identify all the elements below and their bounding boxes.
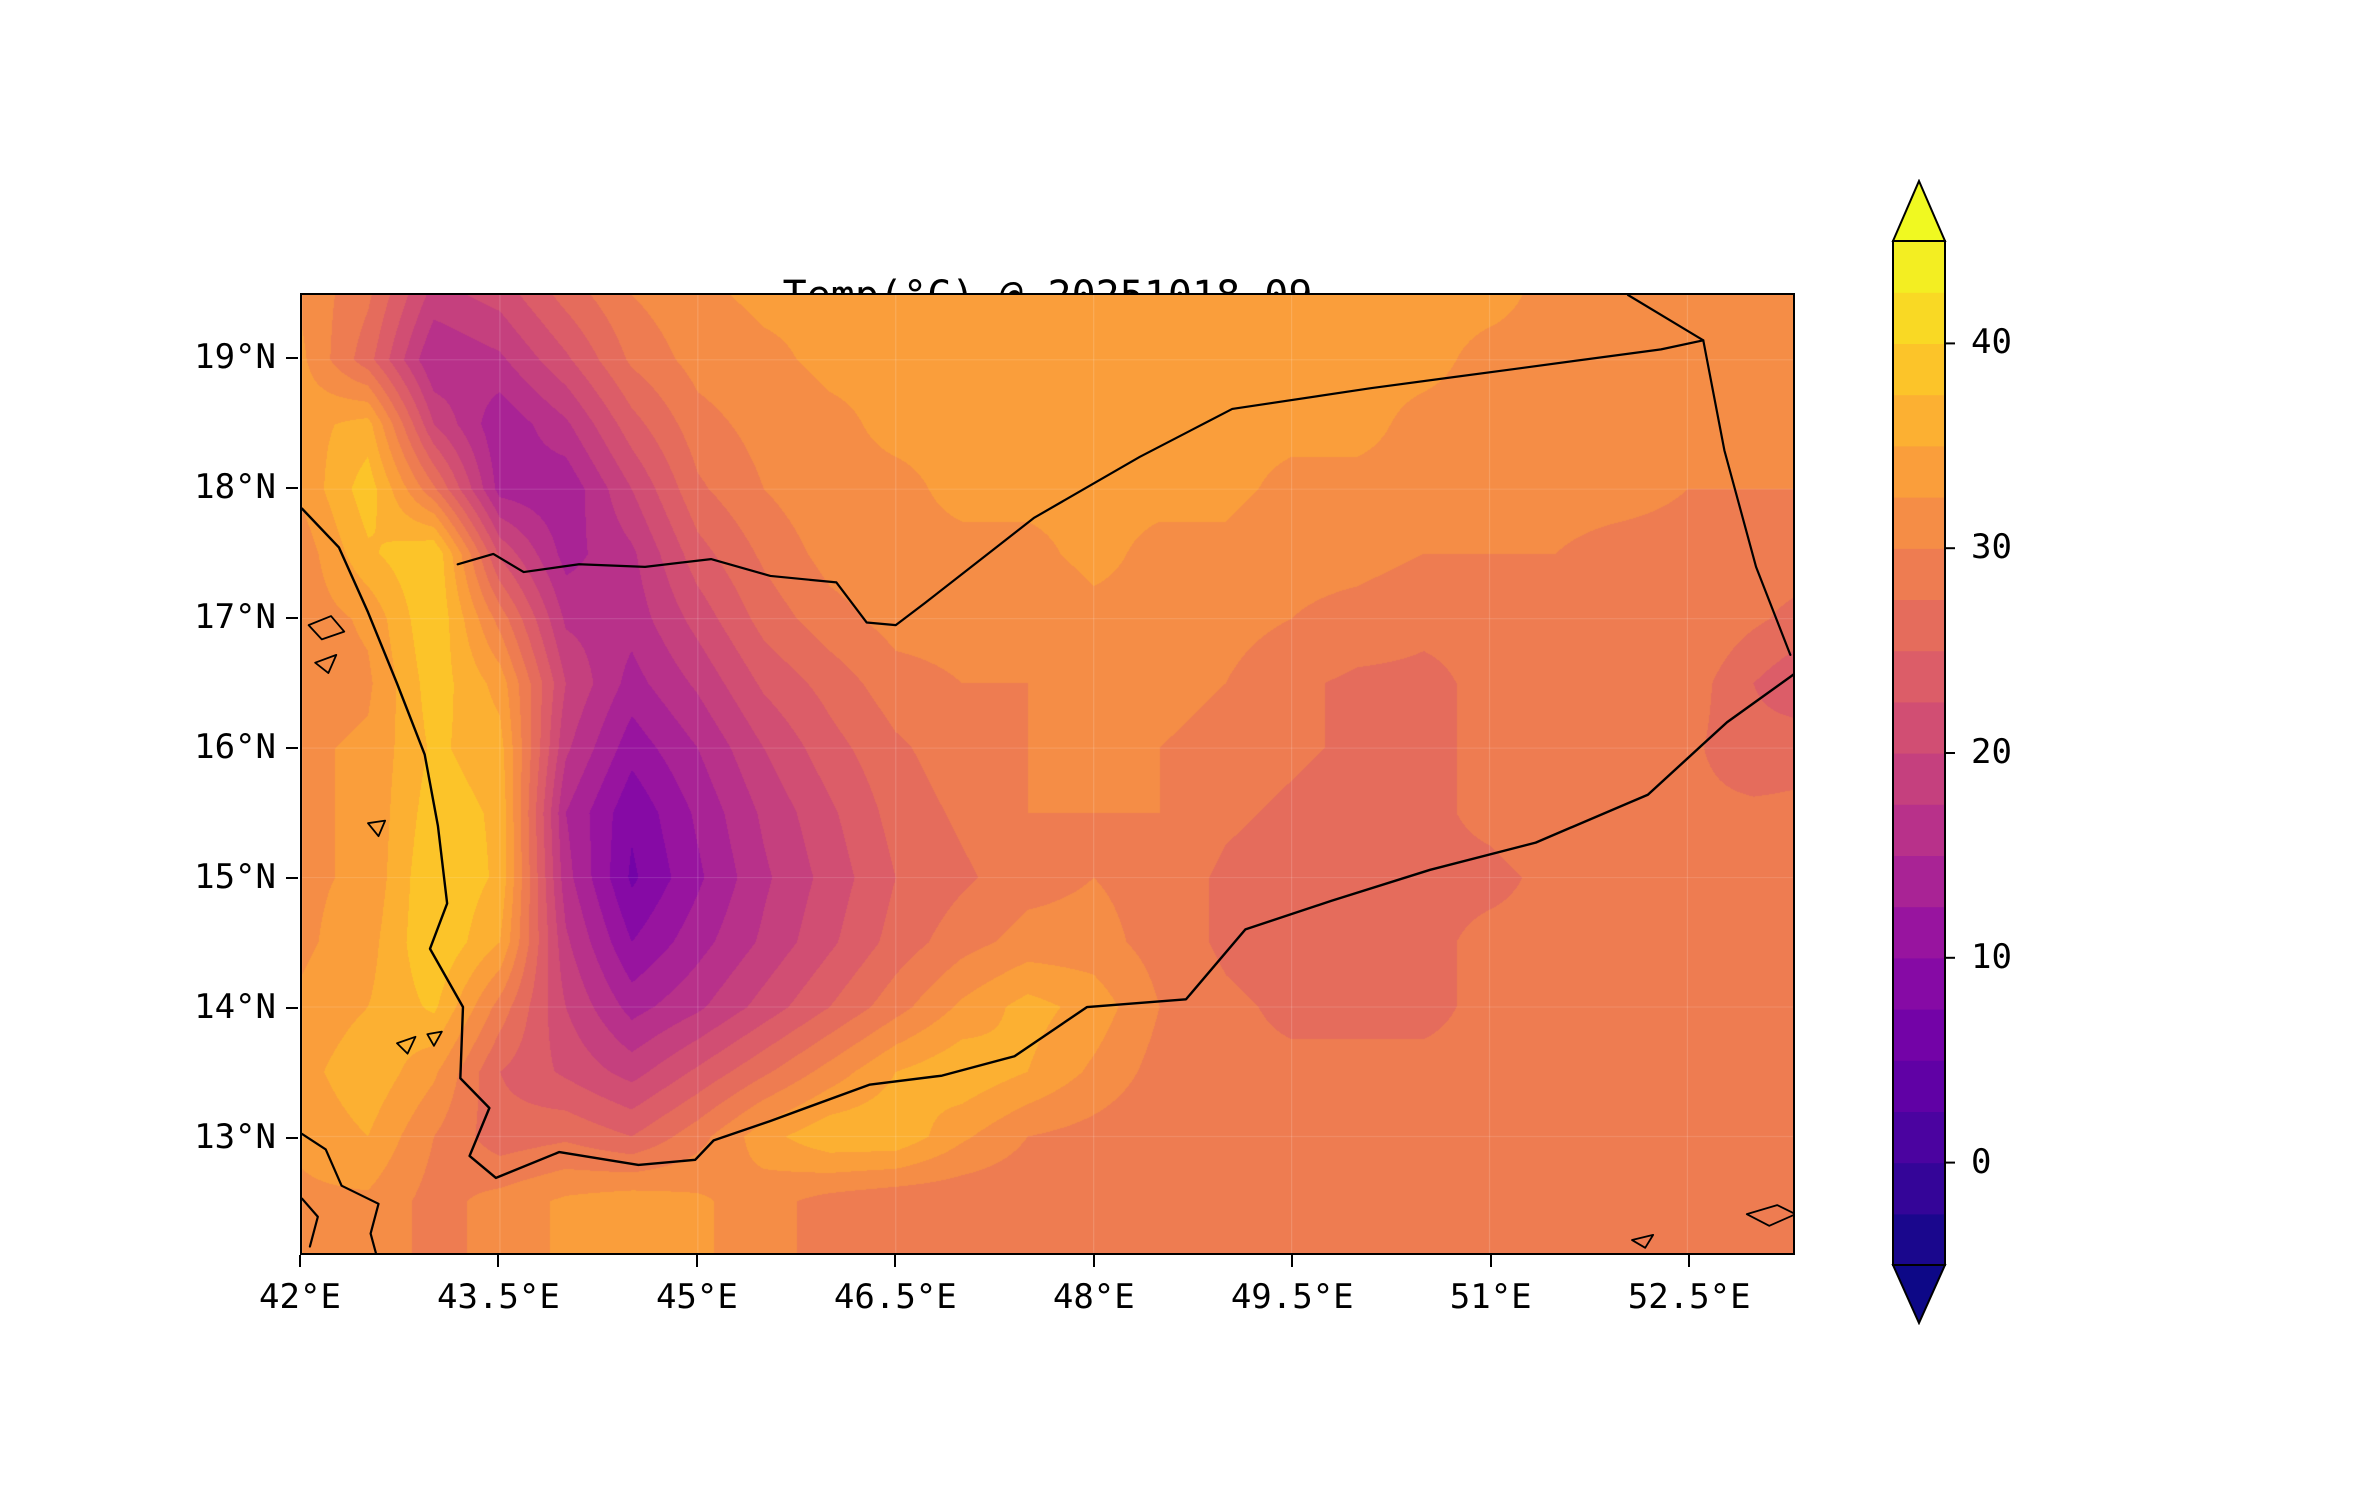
colorbar-tick-label: 20 — [1971, 732, 2012, 772]
x-tick-label: 42°E — [259, 1277, 341, 1317]
colorbar-bands-group — [1893, 241, 1945, 1266]
islands-path — [309, 616, 1793, 1248]
y-axis-tick — [286, 1137, 298, 1139]
x-tick-label: 45°E — [655, 1277, 738, 1317]
y-tick-label: 18°N — [194, 467, 276, 507]
colorbar-band — [1893, 548, 1945, 600]
colorbar-band — [1893, 753, 1945, 805]
x-tick-label: 48°E — [1052, 1277, 1135, 1317]
colorbar-band — [1893, 650, 1945, 703]
colorbar-tick-label: 40 — [1971, 322, 2012, 363]
y-axis-tick — [286, 1007, 298, 1009]
y-axis-tick — [286, 747, 298, 749]
x-axis-tick — [1291, 1255, 1294, 1267]
x-tick-label: 46.5°E — [833, 1277, 957, 1317]
map-overlay-svg — [302, 295, 1793, 1253]
oman-border-path — [1628, 295, 1790, 655]
y-tick-label: 17°N — [194, 597, 276, 637]
colorbar-band — [1893, 1213, 1945, 1266]
colorbar-band — [1893, 701, 1945, 754]
y-tick-label: 15°N — [194, 857, 276, 897]
colorbar-tick-label: 0 — [1971, 1141, 1992, 1182]
colorbar-band — [1893, 394, 1945, 447]
y-axis-tick — [286, 877, 298, 879]
x-axis-tick — [299, 1255, 301, 1267]
x-tick-label: 52.5°E — [1627, 1277, 1751, 1317]
x-axis-tick — [695, 1255, 698, 1267]
colorbar-top-arrow — [1891, 178, 1947, 242]
x-axis-tick — [1688, 1255, 1691, 1267]
saudi-yemen-border-path — [458, 340, 1704, 625]
y-axis-tick — [286, 357, 298, 359]
y-axis-tick — [286, 617, 298, 619]
colorbar-band — [1893, 1111, 1945, 1164]
colorbar-band — [1893, 445, 1945, 498]
colorbar-band — [1893, 906, 1945, 959]
colorbar-band — [1893, 855, 1945, 908]
y-tick-label: 19°N — [194, 337, 276, 377]
colorbar-band — [1893, 804, 1945, 856]
x-tick-label: 51°E — [1449, 1277, 1532, 1317]
colorbar-band — [1893, 497, 1945, 549]
colorbar-bottom-arrow — [1891, 1264, 1947, 1326]
colorbar-band — [1893, 957, 1945, 1010]
x-axis-tick — [1489, 1255, 1492, 1267]
y-tick-label: 14°N — [194, 987, 276, 1027]
colorbar-band — [1893, 241, 1945, 293]
colorbar-band — [1893, 292, 1945, 344]
colorbar-tick-label: 10 — [1971, 936, 2012, 977]
colorbar — [1891, 178, 1961, 1326]
x-tick-label: 43.5°E — [437, 1277, 560, 1317]
colorbar-band — [1893, 599, 1945, 652]
colorbar-band — [1893, 1009, 1945, 1061]
x-axis-tick — [894, 1255, 897, 1267]
coastline-path — [302, 509, 1793, 1178]
y-tick-label: 16°N — [194, 727, 276, 767]
gridlines-group — [302, 295, 1793, 1253]
x-axis-tick — [1092, 1255, 1095, 1267]
y-tick-label: 13°N — [194, 1117, 276, 1157]
colorbar-tick-label: 30 — [1971, 527, 2012, 568]
colorbar-ticks-group — [1945, 342, 1955, 1164]
colorbar-band — [1893, 1162, 1945, 1215]
y-axis-tick — [286, 487, 298, 489]
african-coast-path — [302, 1134, 379, 1253]
colorbar-svg — [1891, 178, 1955, 1326]
x-tick-label: 49.5°E — [1230, 1277, 1354, 1317]
colorbar-band — [1893, 1060, 1945, 1112]
plot-area — [300, 293, 1795, 1255]
colorbar-band — [1893, 343, 1945, 396]
x-axis-tick — [497, 1255, 500, 1267]
temperature-field-canvas — [302, 295, 1793, 1253]
